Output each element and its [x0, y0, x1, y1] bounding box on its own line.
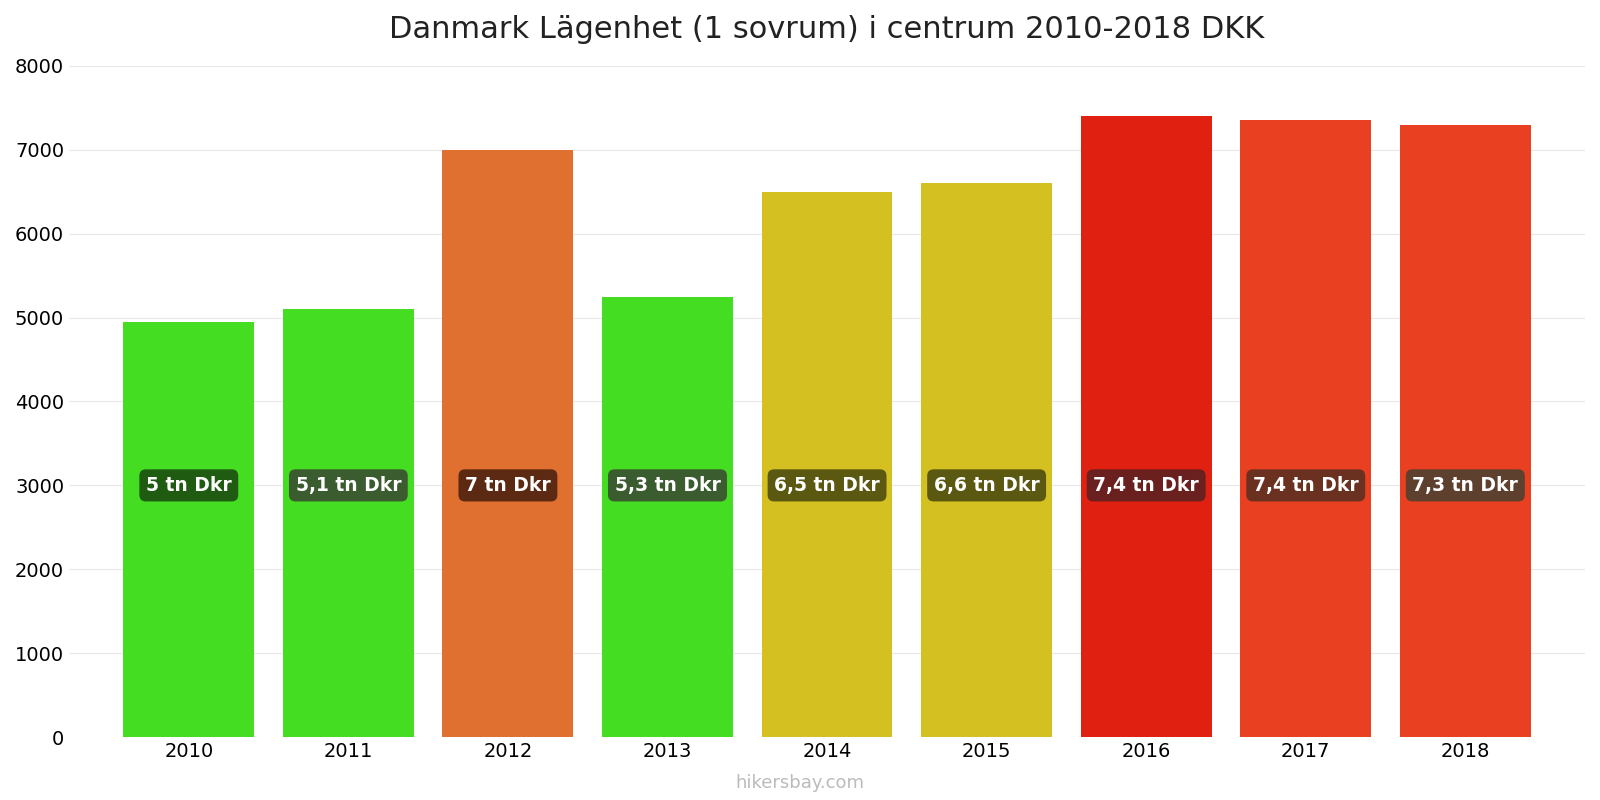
Text: 5 tn Dkr: 5 tn Dkr: [146, 476, 232, 495]
Bar: [123, 322, 254, 737]
Text: 7,4 tn Dkr: 7,4 tn Dkr: [1093, 476, 1198, 495]
Text: 5,3 tn Dkr: 5,3 tn Dkr: [614, 476, 720, 495]
Text: 6,6 tn Dkr: 6,6 tn Dkr: [934, 476, 1040, 495]
Text: 6,5 tn Dkr: 6,5 tn Dkr: [774, 476, 880, 495]
Bar: [1240, 120, 1371, 737]
Text: 7,3 tn Dkr: 7,3 tn Dkr: [1413, 476, 1518, 495]
Bar: [602, 297, 733, 737]
Text: hikersbay.com: hikersbay.com: [736, 774, 864, 792]
Text: 7 tn Dkr: 7 tn Dkr: [466, 476, 550, 495]
Bar: [762, 192, 893, 737]
Bar: [922, 183, 1053, 737]
Bar: [1400, 125, 1531, 737]
Bar: [443, 150, 573, 737]
Bar: [283, 309, 414, 737]
Title: Danmark Lägenhet (1 sovrum) i centrum 2010-2018 DKK: Danmark Lägenhet (1 sovrum) i centrum 20…: [389, 15, 1264, 44]
Text: 5,1 tn Dkr: 5,1 tn Dkr: [296, 476, 402, 495]
Bar: [1080, 116, 1211, 737]
Text: 7,4 tn Dkr: 7,4 tn Dkr: [1253, 476, 1358, 495]
